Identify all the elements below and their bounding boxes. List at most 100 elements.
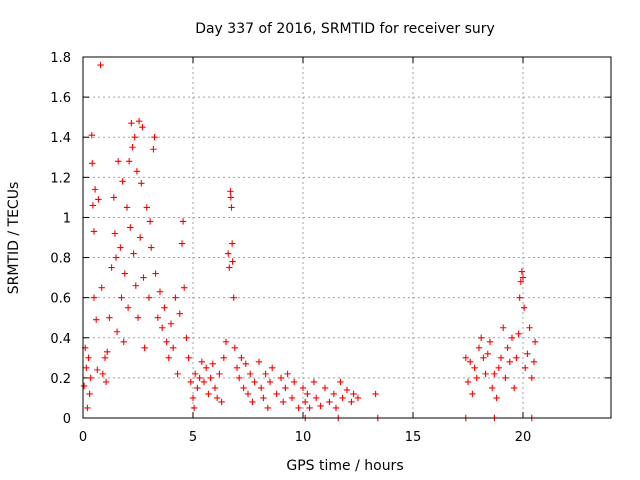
data-point [227, 194, 235, 201]
data-point [264, 404, 271, 412]
data-point [207, 374, 214, 382]
data-point [170, 344, 177, 352]
data-point [519, 274, 527, 281]
data-point [244, 390, 252, 398]
data-point [138, 180, 145, 187]
data-point [118, 294, 125, 301]
data-point [282, 384, 289, 392]
data-point [190, 404, 198, 412]
data-point [130, 250, 137, 257]
data-point [326, 398, 333, 406]
chart-title: Day 337 of 2016, SRMTID for receiver sur… [195, 21, 495, 37]
data-point [478, 334, 485, 341]
data-point [337, 378, 344, 386]
data-point [187, 378, 194, 386]
data-point [151, 134, 158, 141]
data-point [262, 370, 269, 378]
data-point [183, 334, 190, 341]
grid-lines [83, 57, 611, 418]
data-point [140, 274, 147, 281]
data-point [139, 123, 146, 131]
data-point [277, 374, 285, 382]
data-point [108, 264, 115, 271]
data-point [152, 270, 159, 277]
data-point [530, 358, 538, 366]
data-point [83, 364, 90, 372]
data-point [112, 254, 120, 261]
data-point [227, 188, 234, 195]
data-point [486, 338, 494, 345]
y-tick-label: 0.2 [50, 372, 71, 387]
data-point [143, 204, 150, 211]
data-point [89, 202, 97, 209]
data-point [123, 204, 131, 211]
data-point [302, 398, 309, 406]
data-point [497, 354, 505, 362]
y-tick-label: 0.6 [50, 292, 71, 307]
data-point [467, 358, 474, 366]
data-point [88, 132, 95, 139]
data-point [220, 354, 227, 362]
data-point [260, 394, 267, 402]
data-point [128, 119, 135, 127]
y-axis-label: SRMTID / TECUs [6, 182, 22, 295]
data-point [242, 360, 249, 368]
data-point [288, 394, 296, 402]
data-point [167, 320, 175, 327]
data-point [179, 218, 187, 225]
data-point [266, 378, 274, 386]
data-point [87, 374, 94, 382]
data-point [99, 370, 106, 378]
y-tick-label: 1.8 [50, 51, 71, 66]
data-point [350, 390, 357, 398]
data-point [291, 378, 298, 386]
y-axis-tick-labels: 0 0.2 0.4 0.6 0.8 1 1.2 1.4 1.6 1.8 [50, 51, 71, 427]
x-tick-label: 10 [295, 430, 312, 445]
x-axis-label: GPS time / hours [286, 458, 403, 474]
data-point [348, 398, 355, 406]
data-point [84, 404, 91, 412]
data-point [106, 314, 113, 321]
data-point [228, 204, 235, 211]
data-point [124, 304, 132, 311]
data-point [526, 324, 533, 331]
plot-frame [82, 56, 612, 419]
data-point [226, 264, 233, 271]
data-point [129, 144, 136, 151]
data-points [80, 61, 539, 422]
x-tick-label: 0 [79, 430, 87, 445]
data-point [354, 394, 362, 402]
data-point [133, 168, 141, 175]
data-point [196, 374, 203, 382]
data-point [280, 398, 287, 406]
x-axis-tick-labels: 0 5 10 15 20 [79, 430, 531, 445]
data-point [313, 394, 320, 402]
data-point [236, 374, 243, 382]
data-point [141, 344, 148, 352]
data-point [255, 358, 263, 366]
data-point [249, 398, 256, 406]
data-point [97, 61, 104, 69]
data-point [91, 186, 99, 193]
x-tick-label: 20 [515, 430, 532, 445]
x-tick-label: 15 [405, 430, 422, 445]
data-point [209, 360, 216, 368]
data-point [332, 404, 340, 412]
data-point [161, 304, 168, 311]
data-point [172, 294, 179, 301]
data-point [462, 354, 469, 362]
data-point [102, 378, 110, 386]
data-point [372, 390, 379, 398]
y-tick-label: 1.2 [50, 171, 71, 186]
data-point [185, 354, 192, 362]
data-point [317, 402, 324, 410]
data-point [200, 378, 208, 386]
data-point [251, 378, 258, 386]
data-point [506, 358, 513, 366]
data-point [211, 384, 219, 392]
data-point [159, 324, 166, 331]
data-point [247, 370, 254, 378]
data-point [110, 194, 117, 201]
data-point [480, 354, 487, 362]
data-point [93, 316, 100, 323]
